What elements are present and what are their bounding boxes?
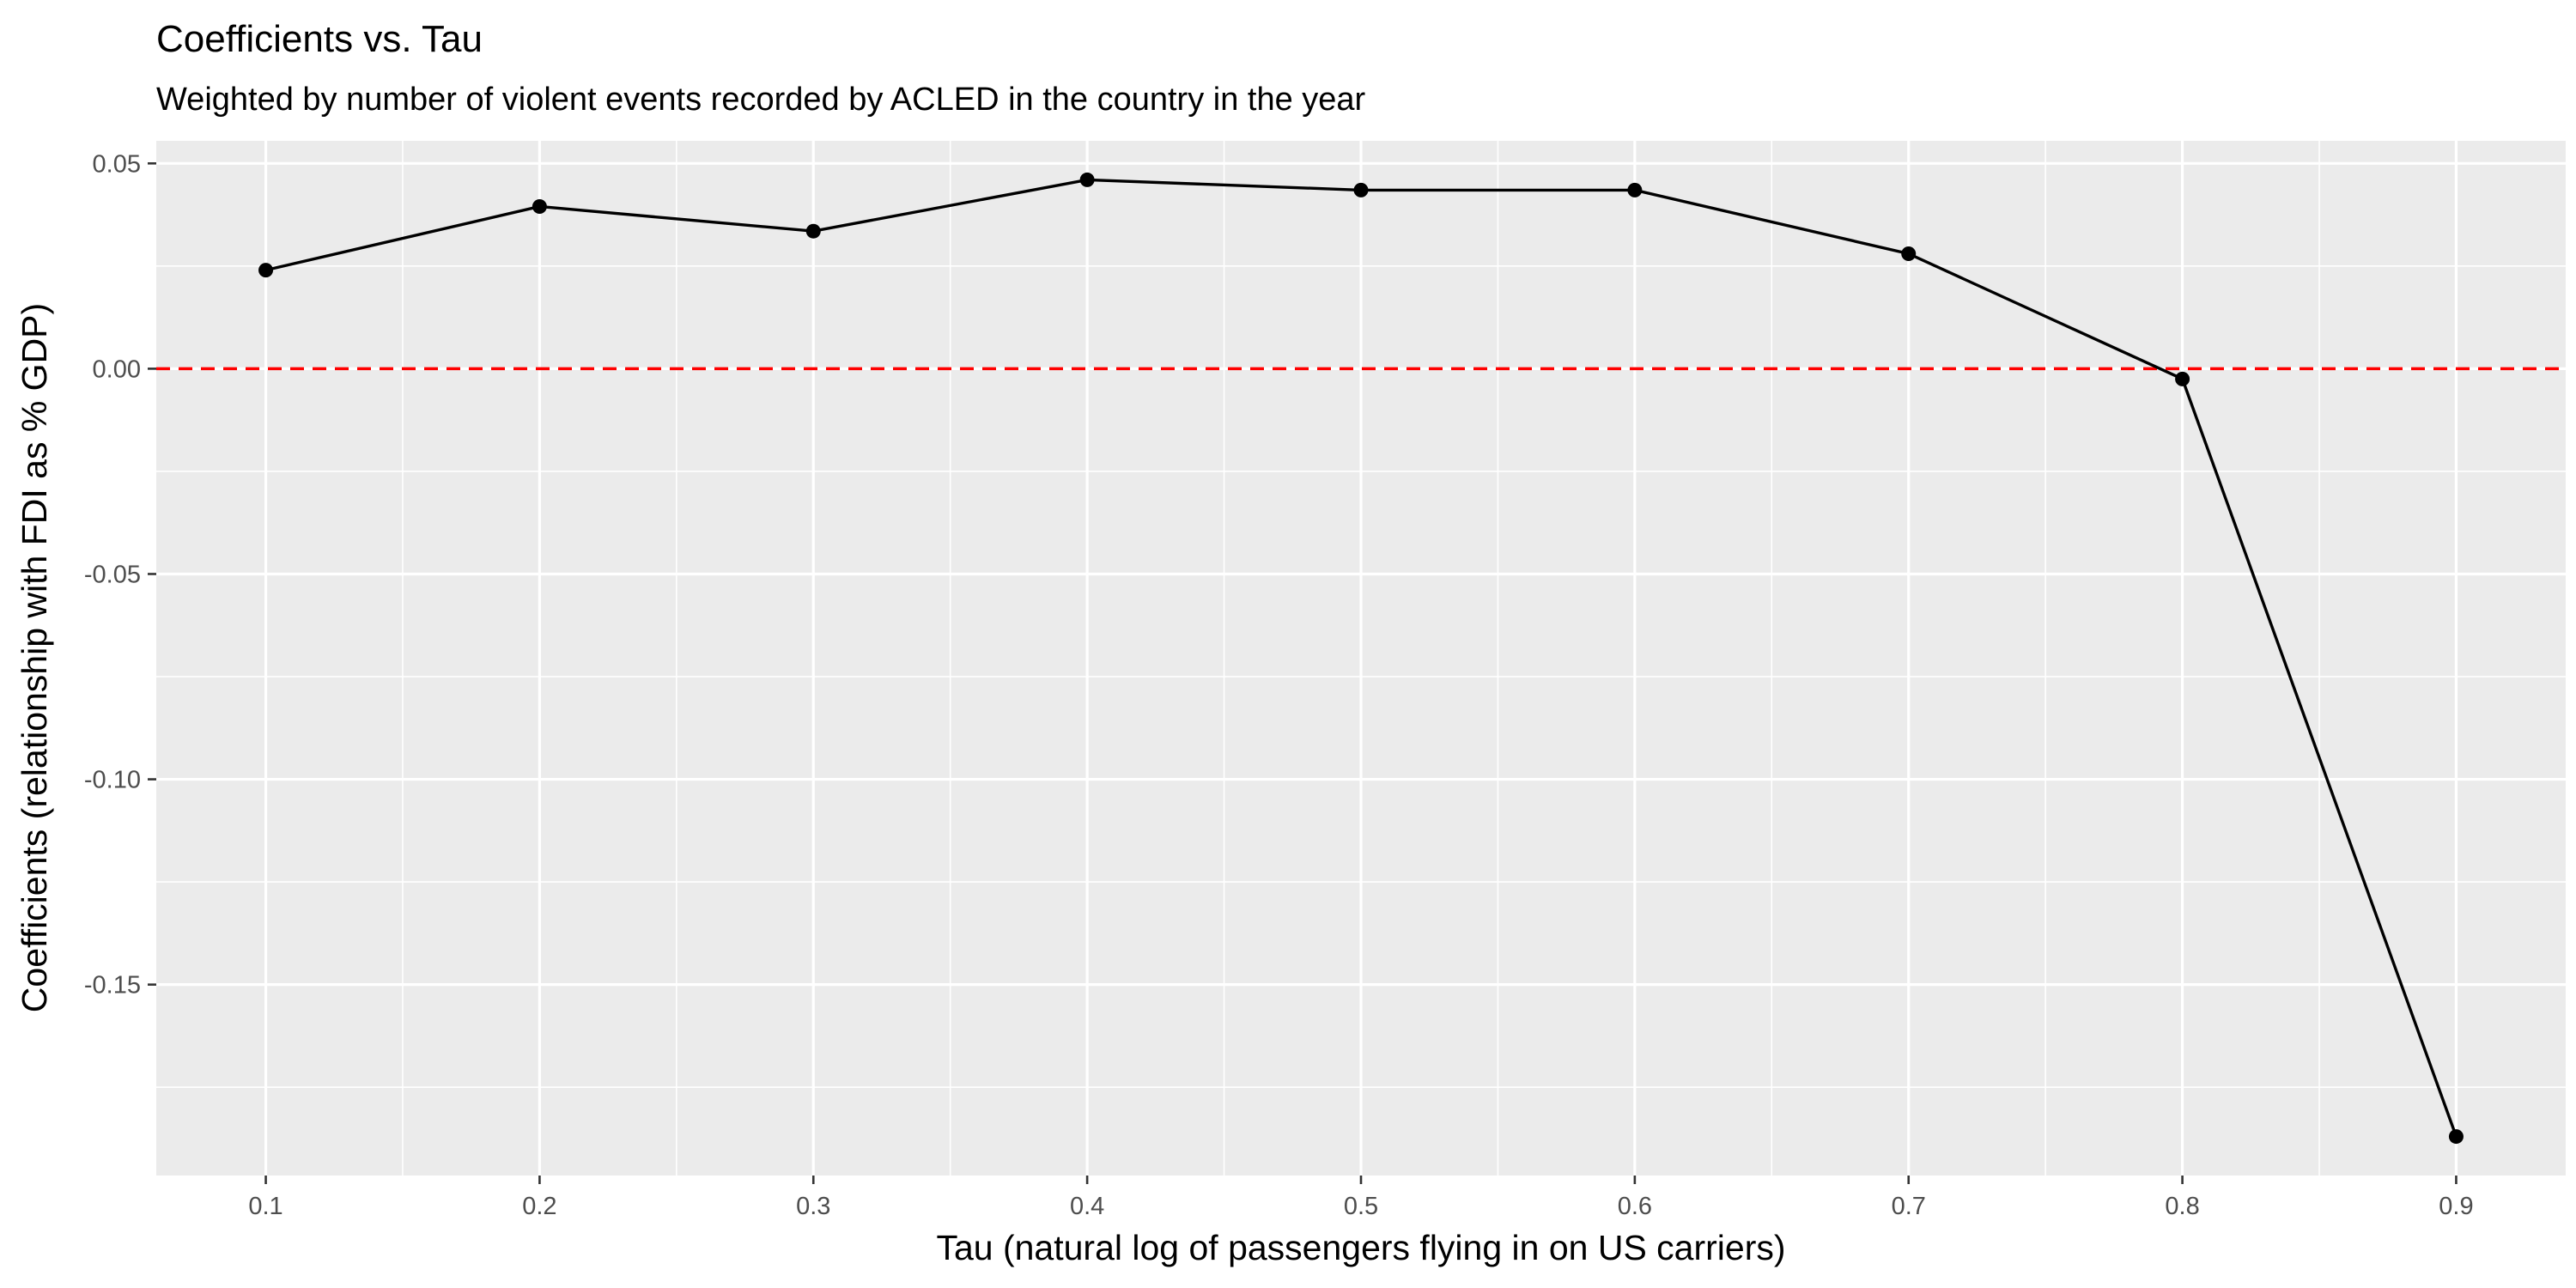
data-point xyxy=(258,263,274,278)
y-axis: 0.05 0.00 -0.05 -0.10 -0.15 xyxy=(84,150,156,999)
data-point xyxy=(1353,182,1369,197)
x-axis-title: Tau (natural log of passengers flying in… xyxy=(936,1228,1785,1267)
x-tick-label: 0.2 xyxy=(522,1193,556,1220)
y-tick-label: -0.05 xyxy=(84,561,141,588)
data-point xyxy=(805,223,821,239)
x-tick-label: 0.6 xyxy=(1618,1193,1652,1220)
data-point xyxy=(2175,371,2190,386)
x-tick-label: 0.3 xyxy=(796,1193,830,1220)
data-point xyxy=(532,199,547,215)
x-tick-label: 0.1 xyxy=(248,1193,283,1220)
x-tick-label: 0.5 xyxy=(1344,1193,1378,1220)
data-point xyxy=(1079,172,1095,187)
chart-title: Coefficients vs. Tau xyxy=(156,18,483,60)
grid-major xyxy=(156,141,2566,1176)
y-tick-label: 0.00 xyxy=(93,355,141,383)
y-tick-label: -0.15 xyxy=(84,972,141,999)
x-tick-label: 0.8 xyxy=(2165,1193,2199,1220)
x-axis: 0.1 0.2 0.3 0.4 0.5 0.6 0.7 0.8 0.9 xyxy=(248,1176,2474,1220)
data-point xyxy=(1901,246,1917,261)
x-tick-label: 0.7 xyxy=(1892,1193,1926,1220)
x-tick-label: 0.4 xyxy=(1070,1193,1104,1220)
y-tick-label: -0.10 xyxy=(84,767,141,794)
x-tick-label: 0.9 xyxy=(2439,1193,2473,1220)
data-points xyxy=(258,172,2464,1145)
y-axis-title: Coefficients (relationship with FDI as %… xyxy=(15,303,54,1012)
chart-subtitle: Weighted by number of violent events rec… xyxy=(156,82,1366,118)
data-point xyxy=(1627,182,1643,197)
data-point xyxy=(2448,1129,2464,1145)
y-tick-label: 0.05 xyxy=(93,150,141,178)
